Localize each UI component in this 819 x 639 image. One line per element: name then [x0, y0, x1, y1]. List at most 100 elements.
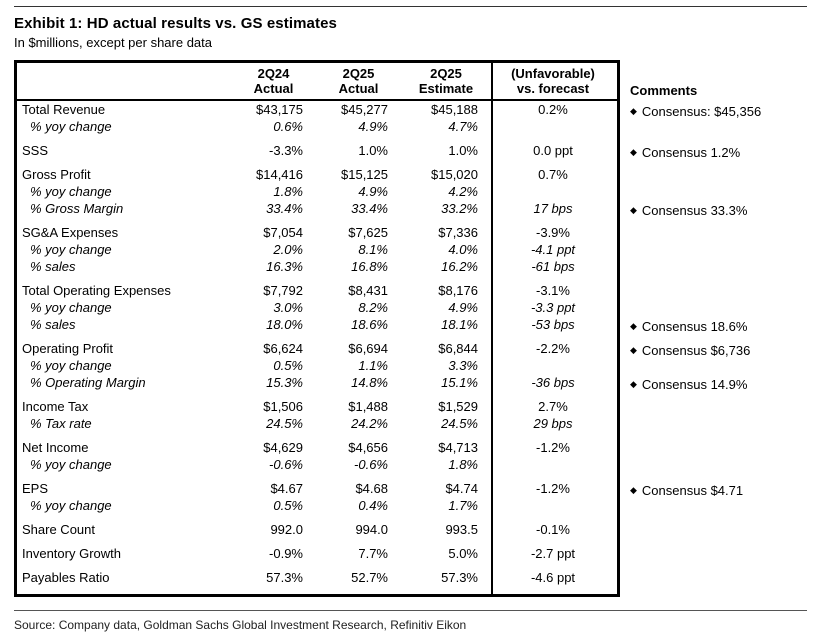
row-label: SSS — [22, 143, 49, 158]
value-cell: 24.2% — [351, 416, 388, 431]
comment-row: ◆ Consensus 1.2% — [630, 144, 807, 161]
variance-cell: 0.2% — [538, 102, 568, 117]
variance-cell: 0.7% — [538, 167, 568, 182]
header-line: Actual — [338, 81, 379, 96]
value-cell: 24.5% — [441, 416, 478, 431]
comment-row — [630, 120, 807, 137]
source-note: Source: Company data, Goldman Sachs Glob… — [14, 618, 467, 632]
value-cell: 33.2% — [441, 201, 478, 216]
table-row: Gross Profit $14,416 $15,125 $15,020 0.7% — [17, 166, 617, 183]
exhibit-title: Exhibit 1: HD actual results vs. GS esti… — [14, 15, 337, 32]
value-cell: $1,506 — [263, 399, 303, 414]
header-line: Estimate — [418, 81, 474, 96]
value-cell: 18.0% — [266, 317, 303, 332]
comment-text: Consensus 14.9% — [641, 377, 748, 392]
value-cell: 0.4% — [358, 498, 388, 513]
comment-text: Consensus $6,736 — [641, 343, 751, 358]
variance-cell: -0.1% — [536, 522, 570, 537]
comment-row: ◆ Consensus 14.9% — [630, 376, 807, 393]
row-label: % yoy change — [30, 457, 112, 472]
comment-row — [630, 458, 807, 475]
variance-cell: -4.6 ppt — [530, 570, 576, 585]
variance-cell: -1.2% — [536, 440, 570, 455]
table-row: % yoy change 0.5% 0.4% 1.7% — [17, 497, 617, 514]
value-cell: 24.5% — [266, 416, 303, 431]
variance-cell: -3.3 ppt — [530, 300, 576, 315]
value-cell: -0.6% — [269, 457, 303, 472]
comment-row — [630, 359, 807, 376]
header-unfavorable-vs-forecast: (Unfavorable) vs. forecast — [491, 63, 617, 99]
comment-row: ◆ Consensus 33.3% — [630, 202, 807, 219]
table-row: % Operating Margin 15.3% 14.8% 15.1% -36 bps — [17, 374, 617, 391]
table-row: % yoy change 1.8% 4.9% 4.2% — [17, 183, 617, 200]
value-cell: 52.7% — [351, 570, 388, 585]
value-cell: $7,336 — [438, 225, 478, 240]
table-row: Total Operating Expenses $7,792 $8,431 $8,1… — [17, 282, 617, 299]
value-cell: 1.0% — [448, 143, 478, 158]
variance-cell: -3.1% — [536, 283, 570, 298]
row-label: Net Income — [22, 440, 89, 455]
value-cell: $1,488 — [348, 399, 388, 414]
table-row: % sales 16.3% 16.8% 16.2% -61 bps — [17, 258, 617, 275]
comment-text: Consensus 18.6% — [641, 319, 748, 334]
value-cell: 1.1% — [358, 358, 388, 373]
footer: Source: Company data, Goldman Sachs Glob… — [14, 610, 807, 632]
value-cell: $15,020 — [431, 167, 478, 182]
value-cell: $6,694 — [348, 341, 388, 356]
table-row: % Gross Margin 33.4% 33.4% 33.2% 17 bps — [17, 200, 617, 217]
diamond-icon: ◆ — [630, 147, 637, 157]
value-cell: 14.8% — [351, 375, 388, 390]
value-cell: $7,054 — [263, 225, 303, 240]
value-cell: $45,188 — [431, 102, 478, 117]
value-cell: 4.9% — [358, 184, 388, 199]
value-cell: 16.3% — [266, 259, 303, 274]
table-row: % sales 18.0% 18.6% 18.1% -53 bps — [17, 316, 617, 333]
diamond-icon: ◆ — [630, 485, 637, 495]
value-cell: -3.3% — [269, 143, 303, 158]
value-cell: 5.0% — [448, 546, 478, 561]
variance-cell: -2.2% — [536, 341, 570, 356]
value-cell: 1.7% — [448, 498, 478, 513]
table-row: Share Count 992.0 994.0 993.5 -0.1% — [17, 521, 617, 538]
value-cell: 3.0% — [273, 300, 303, 315]
comment-row — [630, 226, 807, 243]
value-cell: 18.6% — [351, 317, 388, 332]
table-row: Inventory Growth -0.9% 7.7% 5.0% -2.7 ppt — [17, 545, 617, 562]
variance-cell: -4.1 ppt — [530, 242, 576, 257]
table-row: % yoy change 0.6% 4.9% 4.7% — [17, 118, 617, 135]
header-line: vs. forecast — [516, 81, 590, 96]
value-cell: 992.0 — [270, 522, 303, 537]
table-row: Net Income $4,629 $4,656 $4,713 -1.2% — [17, 439, 617, 456]
row-label: % yoy change — [30, 498, 112, 513]
value-cell: 16.8% — [351, 259, 388, 274]
table-row: SG&A Expenses $7,054 $7,625 $7,336 -3.9% — [17, 224, 617, 241]
row-label: Share Count — [22, 522, 95, 537]
variance-cell: 17 bps — [533, 201, 573, 216]
comment-text: Consensus: $45,356 — [641, 104, 762, 119]
value-cell: -0.9% — [269, 546, 303, 561]
comment-text: Consensus 33.3% — [641, 203, 748, 218]
row-label: % Gross Margin — [30, 201, 124, 216]
exhibit-subtitle: In $millions, except per share data — [14, 35, 212, 50]
top-rule — [14, 6, 807, 7]
value-cell: 1.8% — [448, 457, 478, 472]
exhibit-page: Exhibit 1: HD actual results vs. GS esti… — [14, 6, 807, 597]
comment-row — [630, 441, 807, 458]
variance-cell: -3.9% — [536, 225, 570, 240]
header-2q25-actual: 2Q25 Actual — [316, 63, 401, 99]
value-cell: 4.7% — [448, 119, 478, 134]
row-label: % sales — [30, 317, 76, 332]
comment-row — [630, 260, 807, 277]
value-cell: 993.5 — [445, 522, 478, 537]
row-label: % Tax rate — [30, 416, 92, 431]
diamond-icon: ◆ — [630, 205, 637, 215]
header-line: 2Q25 — [342, 66, 375, 81]
diamond-icon: ◆ — [630, 345, 637, 355]
table-row: Total Revenue $43,175 $45,277 $45,188 0.2% — [17, 101, 617, 118]
value-cell: $4,656 — [348, 440, 388, 455]
row-label: % yoy change — [30, 184, 112, 199]
value-cell: 1.0% — [358, 143, 388, 158]
results-table: 2Q24 Actual 2Q25 Actual 2Q25 Estimate (U… — [14, 60, 620, 597]
variance-cell: -2.7 ppt — [530, 546, 576, 561]
value-cell: 15.3% — [266, 375, 303, 390]
